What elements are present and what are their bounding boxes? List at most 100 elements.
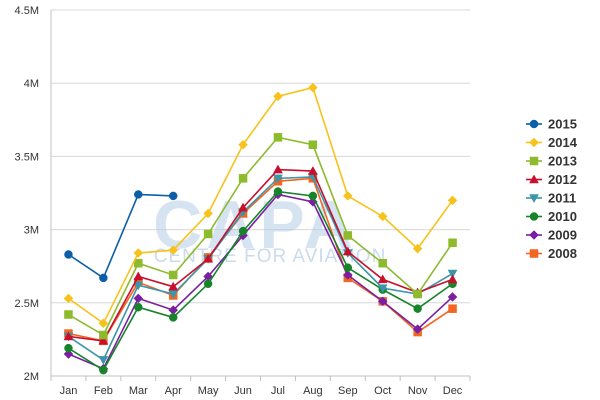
legend-marker xyxy=(529,230,539,240)
data-point xyxy=(168,270,178,280)
data-point xyxy=(447,195,458,206)
data-point xyxy=(99,273,108,283)
data-point xyxy=(203,208,213,219)
data-point xyxy=(377,296,388,307)
legend-item-2015[interactable]: 2015 xyxy=(526,117,577,132)
y-tick-label: 4M xyxy=(24,78,39,90)
data-point xyxy=(203,253,214,263)
data-point xyxy=(238,174,248,183)
legend-item-2013[interactable]: 2013 xyxy=(526,154,577,169)
x-tick-label: Aug xyxy=(303,385,323,397)
legend-label: 2013 xyxy=(548,154,577,169)
y-tick-label: 2.5M xyxy=(15,298,39,310)
series-2015 xyxy=(64,190,178,283)
data-point xyxy=(64,310,73,319)
data-point xyxy=(377,284,388,294)
x-tick-label: Apr xyxy=(165,385,182,397)
series-line xyxy=(68,193,174,280)
data-point xyxy=(307,166,318,175)
data-point xyxy=(64,250,73,259)
data-point xyxy=(377,274,388,284)
data-point xyxy=(273,187,283,196)
legend-marker xyxy=(529,194,539,204)
data-point xyxy=(448,238,457,248)
legend-marker xyxy=(529,156,539,166)
legend-item-2008[interactable]: 2008 xyxy=(526,246,577,261)
data-point xyxy=(238,139,248,150)
data-point xyxy=(273,164,283,174)
data-point xyxy=(203,229,213,239)
series-line xyxy=(68,190,454,372)
data-point xyxy=(134,190,143,199)
data-point xyxy=(63,293,74,304)
x-tick-label: May xyxy=(198,385,219,397)
y-tick-label: 3.5M xyxy=(15,151,39,163)
series-line xyxy=(68,136,454,337)
y-tick-label: 3M xyxy=(24,225,39,237)
data-point xyxy=(447,274,458,284)
data-point xyxy=(168,281,179,291)
series-line xyxy=(67,86,454,325)
series-2013 xyxy=(64,133,457,340)
data-point xyxy=(168,290,179,300)
legend-item-2012[interactable]: 2012 xyxy=(526,172,577,187)
data-point xyxy=(447,269,458,279)
data-point xyxy=(168,245,179,255)
data-point xyxy=(308,140,318,149)
legend-label: 2011 xyxy=(548,191,576,206)
legend-item-2014[interactable]: 2014 xyxy=(526,135,578,150)
x-tick-label: Jan xyxy=(60,385,78,397)
legend-label: 2009 xyxy=(548,228,577,243)
data-point xyxy=(412,243,423,254)
legend-item-2011[interactable]: 2011 xyxy=(526,191,576,206)
data-point xyxy=(99,330,108,340)
data-point xyxy=(342,246,353,256)
legend-marker xyxy=(529,212,539,221)
series-2014 xyxy=(63,82,458,329)
legend-label: 2012 xyxy=(548,172,577,187)
legend[interactable]: 2015 2014 2013 2012 2011 2010 2009 2008 xyxy=(526,117,578,262)
x-tick-label: Nov xyxy=(408,385,428,397)
x-tick-label: Sep xyxy=(338,385,358,397)
legend-label: 2015 xyxy=(548,117,577,132)
data-point xyxy=(413,304,422,313)
data-point xyxy=(238,202,248,212)
data-point xyxy=(168,313,178,322)
x-tick-label: Feb xyxy=(94,385,113,397)
data-point xyxy=(133,248,144,258)
data-point xyxy=(412,324,423,335)
data-point xyxy=(98,335,109,345)
data-point xyxy=(273,91,283,102)
axes: 2M 2.5M 3M 3.5M 4M 4.5M Jan Feb Mar Apr May Jun Jul A… xyxy=(15,5,471,397)
data-point xyxy=(134,259,143,268)
data-point xyxy=(273,174,283,184)
legend-label: 2014 xyxy=(548,135,578,150)
legend-marker xyxy=(529,174,539,184)
data-point xyxy=(133,271,144,281)
legend-item-2009[interactable]: 2009 xyxy=(526,228,577,243)
series-line xyxy=(68,168,453,342)
legend-marker xyxy=(529,137,539,148)
data-point xyxy=(63,349,74,359)
series-line xyxy=(68,193,454,370)
data-point xyxy=(448,304,457,313)
series-lines xyxy=(63,82,458,375)
data-point xyxy=(134,302,143,312)
data-point xyxy=(343,231,353,240)
x-tick-label: Jul xyxy=(271,385,285,397)
data-point xyxy=(238,226,248,236)
legend-item-2010[interactable]: 2010 xyxy=(526,209,577,224)
series-2012 xyxy=(63,164,458,345)
data-point xyxy=(168,191,178,201)
x-tick-label: Mar xyxy=(129,385,148,397)
data-point xyxy=(342,270,353,280)
data-point xyxy=(203,279,213,289)
data-point xyxy=(413,289,422,299)
data-point xyxy=(342,191,353,201)
data-point xyxy=(377,211,388,222)
data-point xyxy=(133,281,144,291)
data-point xyxy=(273,133,283,142)
x-tick-label: Jun xyxy=(234,385,252,397)
legend-label: 2010 xyxy=(548,209,577,224)
